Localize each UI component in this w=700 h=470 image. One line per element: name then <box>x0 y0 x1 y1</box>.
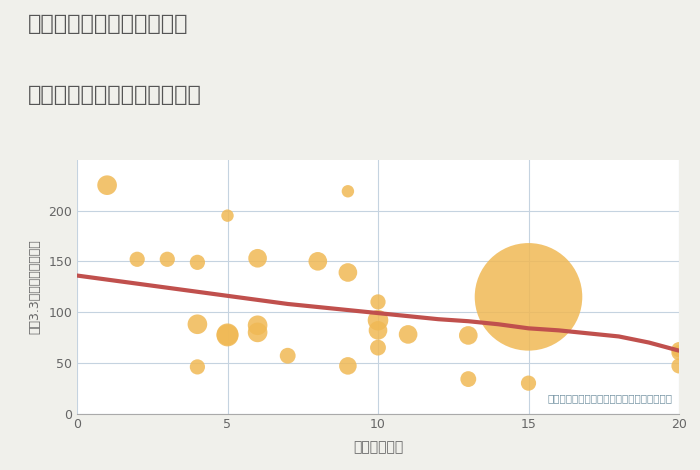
Point <box>342 269 354 276</box>
Point <box>132 256 143 263</box>
Point <box>312 258 323 265</box>
Point <box>402 331 414 338</box>
Point <box>523 293 534 301</box>
Point <box>192 258 203 266</box>
Point <box>222 212 233 219</box>
Point <box>282 352 293 360</box>
Point <box>673 362 685 369</box>
Point <box>673 349 685 356</box>
Point <box>372 344 384 352</box>
Point <box>162 256 173 263</box>
X-axis label: 駅距離（分）: 駅距離（分） <box>353 440 403 454</box>
Point <box>463 376 474 383</box>
Point <box>252 329 263 336</box>
Text: 兵庫県丹波市春日町朝日の: 兵庫県丹波市春日町朝日の <box>28 14 188 34</box>
Point <box>252 321 263 329</box>
Point <box>463 332 474 339</box>
Point <box>673 346 685 353</box>
Y-axis label: 坪（3.3㎡）単価（万円）: 坪（3.3㎡）単価（万円） <box>28 239 41 334</box>
Point <box>342 188 354 195</box>
Point <box>102 181 113 189</box>
Point <box>342 362 354 369</box>
Point <box>372 316 384 324</box>
Point <box>222 332 233 339</box>
Point <box>372 298 384 306</box>
Point <box>192 363 203 371</box>
Point <box>192 321 203 328</box>
Text: 駅距離別中古マンション価格: 駅距離別中古マンション価格 <box>28 85 202 105</box>
Point <box>252 255 263 262</box>
Text: 円の大きさは、取引のあった物件面積を示す: 円の大きさは、取引のあった物件面積を示す <box>548 393 673 403</box>
Point <box>372 327 384 334</box>
Point <box>523 379 534 387</box>
Point <box>222 331 233 338</box>
